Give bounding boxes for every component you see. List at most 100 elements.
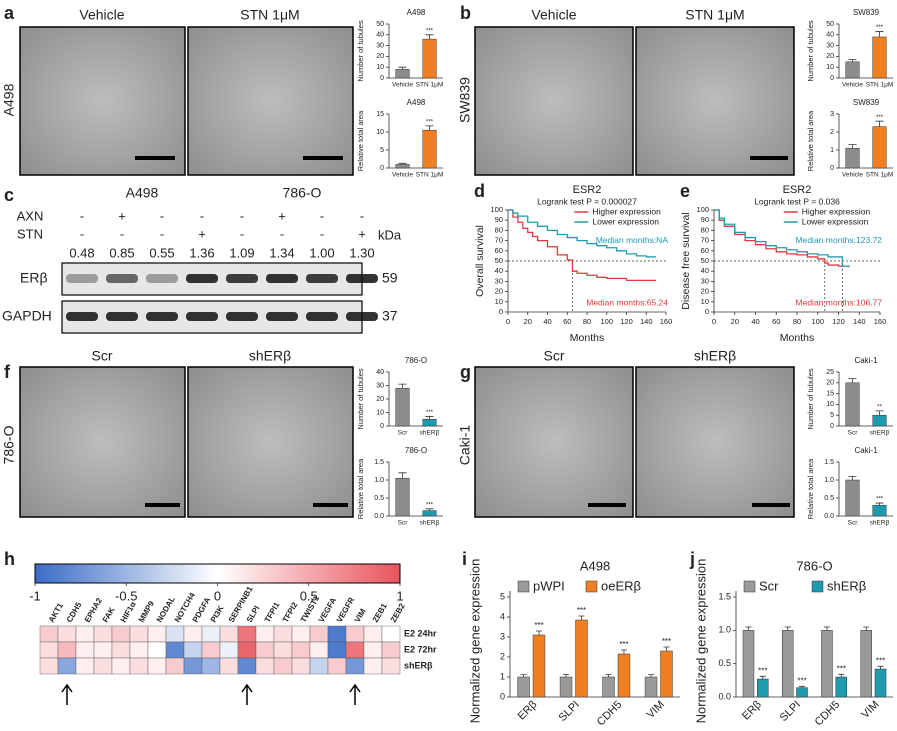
image-label: Vehicle [79,7,124,23]
heat-cell [57,657,77,675]
treatment: AXN [17,208,44,223]
annotation: Median months:65.24 [586,297,668,307]
bar [860,630,872,698]
x-axis-label: Months [570,332,604,344]
significance: *** [534,621,543,630]
heat-cell [255,625,275,643]
micrograph [187,366,354,518]
y-axis-label: Relative total area [806,458,815,519]
scale-bars [135,156,790,507]
gene-label: TFPI1 [263,600,282,624]
heat-cell [129,657,149,675]
heat-cell [39,625,59,643]
heat-cell [93,641,113,659]
legend-label: Scr [759,578,779,593]
y-tick-label: 15 [376,111,384,118]
error-bar [838,673,845,677]
image-label: Vehicle [531,7,576,23]
error-bar [863,626,870,631]
y-axis-label: Relative total area [806,110,815,171]
gene-label: ZEB2 [389,601,407,624]
x-tick-label: CDH5 [813,699,843,729]
y-tick-label: 20 [826,53,834,60]
panel-letter: b [460,3,471,23]
bar [874,668,887,698]
significance: *** [876,25,884,31]
y-tick-label: 10 [826,64,834,71]
x-tick-label: Scr [398,430,409,437]
x-tick-label: 140 [853,317,866,326]
protein-name: ERβ [20,270,48,286]
band-ratio: 1.34 [269,245,294,260]
treatment: STN [17,226,43,241]
heat-cell [165,641,185,659]
treatment-sign: + [358,226,366,241]
x-tick-label: 40 [751,317,759,326]
x-tick-label: STN 1μM [416,172,444,179]
x-tick-label: ERβ [516,699,540,723]
heat-cell [75,641,95,659]
colorbar-tick-label: -0.5 [115,588,137,603]
heat-cell [309,641,329,659]
x-tick-label: shERβ [870,520,890,527]
heat-cell [255,641,275,659]
row-label: E2 24hr [404,628,437,638]
error-bar [648,674,655,677]
bar [845,382,860,427]
y-tick-label: 50 [701,256,709,265]
significance: *** [577,606,586,615]
bar [517,676,530,698]
heat-cell [273,657,293,675]
significance: *** [758,666,767,675]
treatment-sign: - [120,226,124,241]
x-tick-label: shERβ [870,430,890,437]
y-tick-label: 30 [376,382,384,389]
bar [617,653,631,698]
y-tick-label: 1.0 [718,625,731,635]
y-tick-label: 80 [701,225,709,234]
y-tick-label: 0 [830,423,834,430]
error-bar [875,31,884,37]
bar [757,678,769,698]
x-tick-label: ERβ [740,699,764,723]
chart-title: 786-O [796,558,832,573]
image-label: shERβ [694,348,736,364]
x-tick-label: Vehicle [842,82,863,89]
x-tick-label: 0 [712,317,716,326]
band-ratio: 1.09 [229,245,254,260]
y-tick-label: 40 [826,32,834,39]
y-axis-label: Number of tubules [356,20,365,82]
panel-letter: c [4,185,14,205]
side-label: Caki-1 [457,425,473,466]
treatment-sign: - [240,226,244,241]
image-label: Scr [544,348,565,364]
y-tick-label: 30 [495,276,503,285]
x-tick-label: STN 1μM [866,82,894,89]
y-axis-label: Normalized gene expression [467,559,482,724]
bar [602,676,615,698]
x-tick-label: VIM [859,699,881,721]
blot-band [146,274,178,283]
heat-cell [93,657,113,675]
heat-cell [111,625,131,643]
legend-label: Higher expression [592,206,661,216]
legend-label: Higher expression [802,206,871,216]
image-label: STN 1μM [685,7,744,23]
y-tick-label: 4 [500,611,505,621]
y-tick-label: 0.5 [374,495,384,502]
bar [872,126,887,169]
heat-cell [327,641,347,659]
error-bar [620,649,627,654]
x-tick-label: Scr [848,430,859,437]
treatment-sign: - [160,226,164,241]
x-tick-label: Vehicle [392,172,413,179]
legend-label: oeERβ [601,578,641,593]
band-ratio: 1.36 [189,245,214,260]
y-tick-label: 80 [495,225,503,234]
error-bar [877,665,884,669]
gene-label: ZEB1 [371,601,389,624]
blot-band [306,274,338,283]
y-tick-label: 0 [380,423,384,430]
error-bar [848,476,857,480]
x-tick-label: 40 [543,317,551,326]
